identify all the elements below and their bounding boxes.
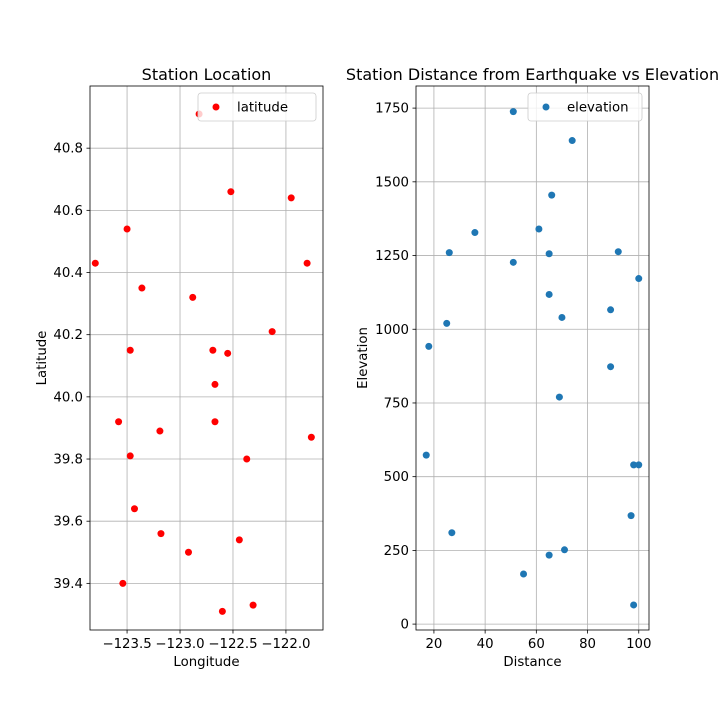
data-point [520,570,528,578]
data-point [607,363,615,371]
data-point [614,248,622,256]
grid [416,86,649,630]
data-point [227,188,235,196]
data-point [568,137,576,145]
legend: latitude [197,92,317,122]
chart-1: −123.5 −123.0 −122.5 −122.0 39.4 39.6 39.8 40.0… [35,65,324,670]
y-tick-label: 1750 [375,102,409,117]
data-point [607,306,615,314]
data-point [443,319,451,327]
x-tick-label: −122.0 [261,637,310,652]
data-point [307,433,315,441]
chart-title: Station Location [142,65,272,84]
data-point [509,108,517,116]
data-point [555,393,563,401]
data-point [126,452,134,460]
data-point [635,461,643,469]
y-tick-label: 250 [384,544,409,559]
data-point [189,293,197,301]
x-tick-label: 40 [477,637,494,652]
legend-marker [542,103,550,111]
y-tick-label: 750 [384,396,409,411]
data-point [545,290,553,298]
y-tick-label: 40.0 [53,390,83,405]
data-point [627,512,635,520]
legend-box [527,92,643,122]
axes-frame [415,85,650,631]
x-tick-label: 60 [528,637,545,652]
y-tick-label: 39.4 [53,577,83,592]
data-point [184,548,192,556]
data-point [157,530,165,538]
data-point [91,259,99,267]
series-latitude [91,110,315,615]
data-point [130,505,138,513]
data-point [211,380,219,388]
y-tick-label: 40.6 [53,204,83,219]
data-point [287,194,295,202]
x-tick-label: −122.5 [208,637,257,652]
data-point [126,346,134,354]
x-tick-label: 100 [626,637,651,652]
data-point [235,536,243,544]
x-tick-label: −123.0 [155,637,204,652]
data-point [635,275,643,283]
data-point [422,451,430,459]
legend-marker [212,103,220,111]
y-tick-label: 500 [384,470,409,485]
y-tick-label: 1250 [375,249,409,264]
legend-box [197,92,317,122]
legend-label: elevation [567,101,629,116]
data-point [509,258,517,266]
grid [90,86,323,630]
x-axis-label: Longitude [173,655,239,670]
axes-frame [89,85,324,631]
data-point [471,229,479,237]
data-point [548,191,556,199]
x-tick-label: 20 [425,637,442,652]
x-tick-label: −123.5 [102,637,151,652]
data-point [561,546,569,554]
y-axis-label: Elevation [356,327,371,389]
legend: elevation [527,92,643,122]
data-point [425,342,433,350]
data-point [156,427,164,435]
data-point [249,601,257,609]
legend-label: latitude [237,101,288,116]
data-point [268,328,276,336]
data-point [303,259,311,267]
data-point [218,607,226,615]
data-point [209,346,217,354]
data-point [535,225,543,233]
y-tick-label: 40.8 [53,142,83,157]
y-tick-label: 40.2 [53,328,83,343]
y-tick-label: 0 [401,618,409,633]
data-point [630,601,638,609]
data-point [211,418,219,426]
y-axis-label: Latitude [35,331,50,386]
y-tick-label: 39.6 [53,515,83,530]
y-tick-label: 40.4 [53,266,83,281]
y-tick-label: 1500 [375,175,409,190]
data-point [224,349,232,357]
chart-title: Station Distance from Earthquake vs Elev… [346,65,719,84]
data-point [445,249,453,257]
y-tick-label: 1000 [375,323,409,338]
y-tick-label: 39.8 [53,453,83,468]
chart-2: 20 40 60 80 10002505007501000125015001750Sta… [346,65,719,670]
data-point [448,529,456,537]
data-point [138,284,146,292]
x-axis-label: Distance [503,655,561,670]
data-point [545,551,553,559]
data-point [243,455,251,463]
data-point [630,461,638,469]
data-point [558,313,566,321]
data-point [123,225,131,233]
data-point [115,418,123,426]
x-tick-label: 80 [579,637,596,652]
data-point [119,579,127,587]
series-elevation [422,108,643,609]
data-point [545,250,553,258]
